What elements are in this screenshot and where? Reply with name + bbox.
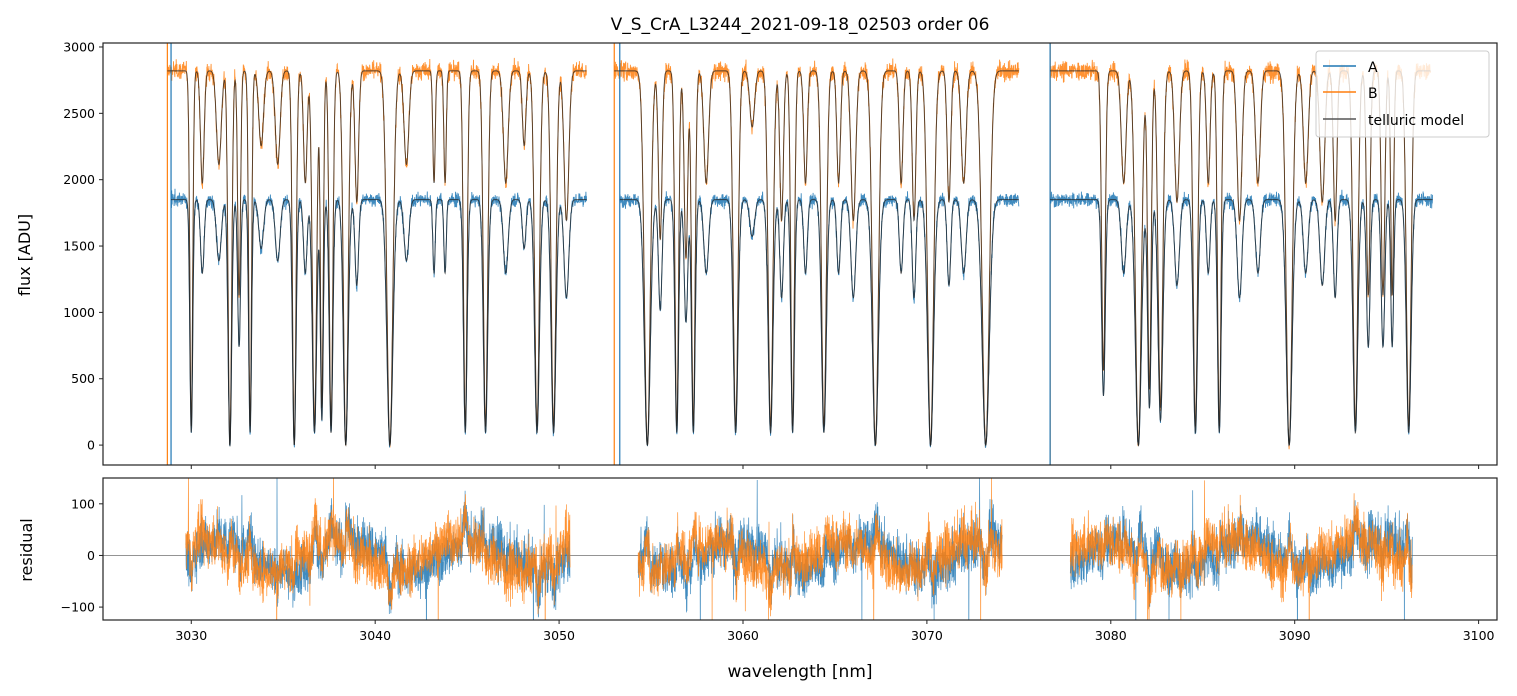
x-axis-label: wavelength [nm] — [727, 662, 872, 682]
telluric-model-line — [1050, 199, 1433, 447]
legend: A B telluric model — [1315, 50, 1490, 138]
telluric-model-line — [614, 70, 1019, 447]
series-a-line — [1049, 189, 1434, 446]
y-tick-label: 2000 — [63, 172, 95, 187]
x-tick-label: 3090 — [1279, 628, 1311, 643]
residual-b-line — [1069, 480, 1413, 620]
y-tick-label: 1500 — [63, 239, 95, 254]
telluric-model-line — [619, 199, 1019, 447]
x-tick-label: 3030 — [175, 628, 207, 643]
y-tick-label: 1000 — [63, 305, 95, 320]
residual-panel: −100 0 100 3030 3040 3050 3060 3070 3080 3090 3100 — [61, 477, 1498, 643]
x-tick-label: 3060 — [727, 628, 759, 643]
x-tick-label: 3040 — [359, 628, 391, 643]
telluric-model-line — [167, 70, 587, 447]
telluric-model-line — [1050, 70, 1431, 447]
y-tick-label: 2500 — [63, 106, 95, 121]
y-axis-label-residual: residual — [17, 518, 36, 581]
chart-title: V_S_CrA_L3244_2021-09-18_02503 order 06 — [611, 15, 990, 35]
spectrum-panel: 0 500 1000 1500 2000 2500 3000 — [63, 39, 1498, 469]
axes-frame — [102, 477, 1498, 621]
series-b-line — [166, 57, 587, 448]
y-tick-label: 100 — [71, 496, 95, 511]
telluric-model-line — [171, 199, 587, 447]
y-axis-label-flux: flux [ADU] — [15, 214, 34, 296]
residual-b-line — [637, 478, 1003, 620]
y-tick-label: 0 — [87, 438, 95, 453]
y-tick-label: −100 — [61, 600, 95, 615]
legend-label-model: telluric model — [1368, 113, 1464, 129]
x-tick-label: 3080 — [1095, 628, 1127, 643]
x-tick-label: 3100 — [1463, 628, 1495, 643]
y-tick-label: 500 — [71, 371, 95, 386]
y-tick-label: 3000 — [63, 39, 95, 54]
legend-box — [1315, 50, 1490, 138]
x-tick-label: 3070 — [911, 628, 943, 643]
x-tick-label: 3050 — [543, 628, 575, 643]
legend-label-a: A — [1368, 60, 1378, 76]
axes-frame — [102, 42, 1498, 466]
residual-b-line — [185, 478, 571, 620]
legend-label-b: B — [1368, 86, 1378, 102]
y-tick-label: 0 — [87, 548, 95, 563]
